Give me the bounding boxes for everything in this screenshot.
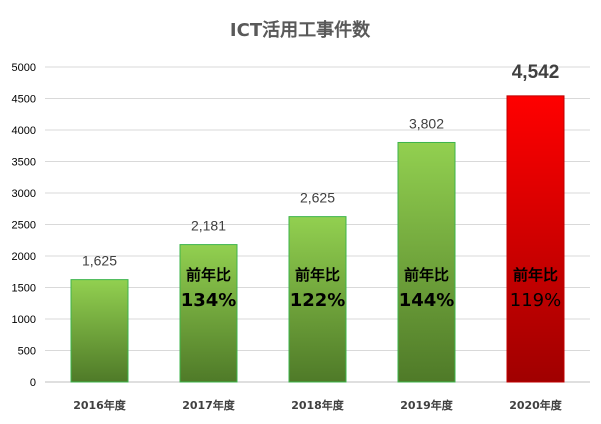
yoy-label-value: 122% bbox=[290, 290, 346, 311]
bar bbox=[506, 95, 565, 383]
y-tick-label: 5000 bbox=[12, 62, 36, 74]
bar bbox=[70, 279, 129, 383]
x-tick-label: 2017年度 bbox=[182, 398, 236, 412]
y-tick-label: 1000 bbox=[12, 314, 36, 326]
y-axis-ticks: 0 500 1000 1500 2000 2500 3000 3500 4000 4500 5000 bbox=[12, 62, 36, 389]
value-labels: 1,625 2,181 前年比 134% 2,625 前年比 122% 3,802 前年比 144… bbox=[82, 62, 561, 311]
chart-title: ICT活用工事件数 bbox=[230, 19, 371, 41]
yoy-label-value: 134% bbox=[181, 290, 237, 311]
data-label: 1,625 bbox=[82, 253, 117, 269]
y-tick-label: 0 bbox=[30, 377, 36, 389]
data-label: 2,181 bbox=[191, 218, 226, 234]
y-tick-label: 3500 bbox=[12, 157, 36, 169]
y-tick-label: 4000 bbox=[12, 125, 36, 137]
bar bbox=[179, 244, 238, 383]
yoy-label-value: 144% bbox=[399, 290, 455, 311]
yoy-label-title: 前年比 bbox=[295, 266, 340, 284]
y-tick-label: 1500 bbox=[12, 283, 36, 295]
x-axis-ticks: 2016年度 2017年度 2018年度 2019年度 2020年度 bbox=[73, 398, 563, 412]
yoy-label-title: 前年比 bbox=[513, 266, 558, 284]
x-tick-label: 2018年度 bbox=[291, 398, 345, 412]
y-tick-label: 4500 bbox=[12, 94, 36, 106]
x-tick-label: 2020年度 bbox=[509, 398, 563, 412]
bars bbox=[70, 95, 565, 383]
bar bbox=[288, 216, 347, 383]
x-tick-label: 2016年度 bbox=[73, 398, 127, 412]
y-tick-label: 500 bbox=[18, 346, 36, 358]
data-label: 3,802 bbox=[409, 115, 444, 131]
data-label: 4,542 bbox=[512, 62, 560, 83]
y-tick-label: 2000 bbox=[12, 251, 36, 263]
x-tick-label: 2019年度 bbox=[400, 398, 454, 412]
yoy-label-title: 前年比 bbox=[404, 266, 449, 284]
y-tick-label: 3000 bbox=[12, 188, 36, 200]
yoy-label-title: 前年比 bbox=[186, 266, 231, 284]
yoy-label-value: 119% bbox=[510, 290, 561, 311]
data-label: 2,625 bbox=[300, 190, 335, 206]
bar bbox=[397, 141, 456, 383]
y-tick-label: 2500 bbox=[12, 220, 36, 232]
